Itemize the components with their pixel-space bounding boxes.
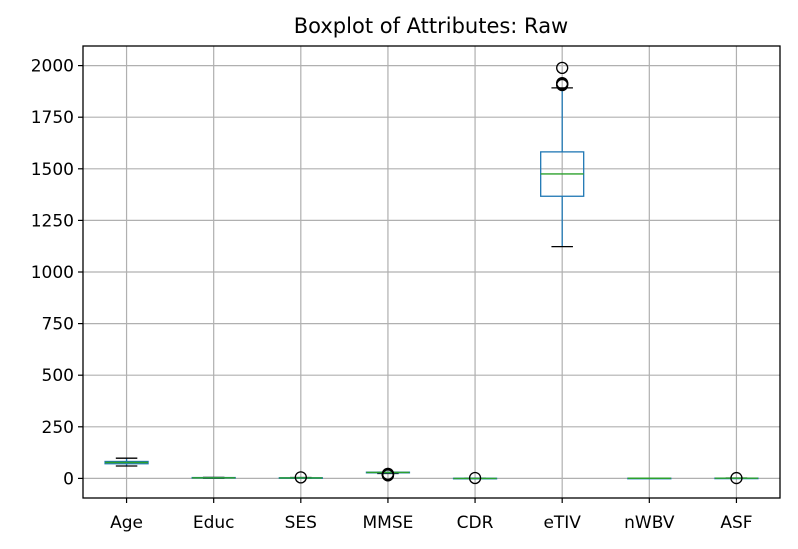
x-tick-label: Age	[110, 513, 143, 533]
y-tick-label: 1250	[31, 211, 74, 231]
x-tick-label: SES	[285, 513, 317, 533]
y-tick-label: 2000	[31, 57, 74, 77]
box-cdr	[452, 471, 498, 485]
box-mmse	[365, 467, 411, 482]
x-tick-label: Educ	[193, 513, 235, 533]
x-tick-label: nWBV	[624, 513, 675, 533]
x-tick-label: eTIV	[543, 513, 581, 533]
outlier-point	[294, 471, 307, 484]
outlier-point	[556, 61, 569, 75]
chart-title: Boxplot of Attributes: Raw	[294, 14, 568, 38]
outlier-point	[381, 467, 395, 481]
y-tick-label: 250	[42, 418, 74, 438]
outlier-point	[730, 471, 743, 485]
y-tick-label: 0	[63, 469, 74, 489]
x-tick-label: ASF	[720, 513, 752, 533]
box-asf	[714, 471, 759, 485]
box-ses	[278, 471, 323, 484]
outlier-point	[468, 471, 482, 485]
y-axis-ticks: 0 250 500 750 1000 1250 1500 1750 2000	[31, 57, 83, 489]
grid-lines	[83, 46, 780, 498]
y-tick-label: 750	[42, 315, 74, 335]
y-tick-label: 1500	[31, 160, 74, 180]
x-axis-ticks: Age Educ SES MMSE CDR eTIV nWBV ASF	[110, 498, 753, 533]
box-educ	[191, 476, 236, 479]
box-etiv	[540, 61, 585, 248]
y-tick-label: 500	[42, 366, 74, 386]
outlier-point	[556, 77, 569, 90]
box-layer	[104, 61, 759, 485]
box-age	[104, 457, 149, 467]
box-nwbv	[627, 477, 672, 480]
x-tick-label: CDR	[457, 513, 494, 533]
y-tick-label: 1000	[31, 263, 74, 283]
plot-frame	[82, 45, 781, 499]
x-tick-label: MMSE	[363, 513, 414, 533]
y-tick-label: 1750	[31, 108, 74, 128]
